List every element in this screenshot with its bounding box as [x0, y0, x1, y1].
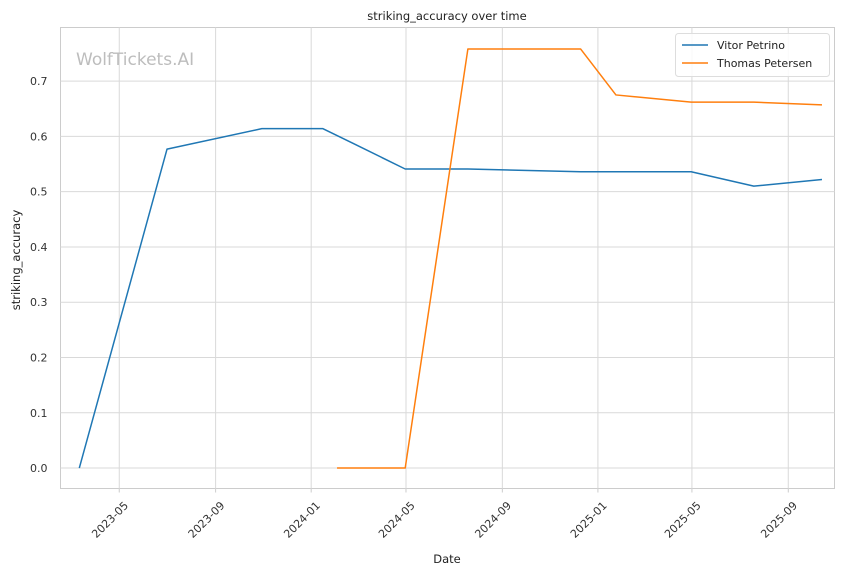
series-line-1: [337, 48, 823, 469]
grid-lines: [60, 27, 835, 489]
y-tick-label: 0.0: [30, 462, 48, 475]
watermark: WolfTickets.AI: [76, 50, 194, 70]
legend-label: Vitor Petrino: [717, 39, 785, 52]
y-tick-label: 0.3: [30, 296, 48, 309]
y-axis-title: striking_accuracy: [9, 210, 23, 311]
x-axis-title: Date: [433, 552, 461, 566]
chart-title: striking_accuracy over time: [367, 9, 526, 23]
legend-box: [675, 33, 830, 77]
y-tick-label: 0.4: [30, 241, 48, 254]
y-axis-ticks: 0.0 0.1 0.2 0.3 0.4 0.5 0.6 0.7: [30, 75, 48, 475]
y-tick-label: 0.5: [30, 186, 48, 199]
y-tick-label: 0.7: [30, 75, 48, 88]
legend-label: Thomas Petersen: [716, 57, 812, 70]
y-tick-label: 0.1: [30, 407, 48, 420]
series-lines: [78, 48, 823, 469]
legend: Vitor Petrino Thomas Petersen: [675, 33, 830, 77]
plot-area: [60, 27, 835, 489]
y-tick-label: 0.2: [30, 351, 48, 364]
y-tick-label: 0.6: [30, 130, 48, 143]
